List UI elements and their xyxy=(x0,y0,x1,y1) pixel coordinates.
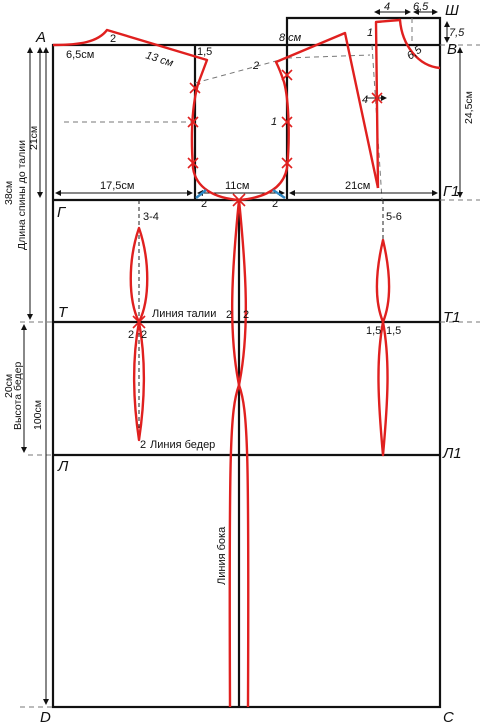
front-neck-4: 4 xyxy=(384,1,390,13)
point-g1: Г1 xyxy=(443,183,460,200)
point-t: Т xyxy=(58,304,69,321)
front-height: 24,5см xyxy=(463,91,475,124)
mark-shoulder-2: 2 xyxy=(252,60,259,72)
base-frame xyxy=(51,16,442,709)
back-width: 17,5см xyxy=(100,180,134,192)
shoulder-8cm: 8 см xyxy=(279,32,302,44)
side-line-label: Линия бока xyxy=(216,526,228,585)
hip-height-label: Высота бедер xyxy=(12,362,24,430)
x-markers xyxy=(132,69,383,329)
back-neck-width: 6,5см xyxy=(66,49,94,61)
mark-hip-2: 2 xyxy=(140,439,146,451)
mark-5-6: 5-6 xyxy=(386,211,402,223)
point-t1: Т1 xyxy=(443,309,461,326)
front-neck-65: 6,5 xyxy=(413,1,429,13)
point-g: Г xyxy=(57,204,67,221)
mark-waist-2-left: 2 xyxy=(128,329,134,341)
armhole-width: 11см xyxy=(225,180,249,192)
point-a: А xyxy=(35,29,46,46)
full-length: 100см xyxy=(32,400,44,430)
point-c: С xyxy=(443,709,454,724)
point-l: Л xyxy=(57,458,69,475)
mark-side-2-left: 2 xyxy=(226,309,232,321)
back-length-label: Длина спины до талии xyxy=(16,140,28,250)
construction-lines xyxy=(20,18,480,708)
shoulder-back-length: 13 см xyxy=(144,49,175,69)
back-length-value: 38см xyxy=(3,181,15,205)
mark-arm-2-right: 2 xyxy=(272,198,278,210)
mark-neck-2: 2 xyxy=(110,33,116,45)
point-d: D xyxy=(40,709,51,724)
mark-15-left: 1,5 xyxy=(197,46,212,58)
mark-1: 1 xyxy=(271,116,277,128)
point-v: В xyxy=(447,41,457,58)
mark-front-4: 4 xyxy=(362,94,368,106)
mark-waist-2-right: 2 xyxy=(141,329,147,341)
front-width: 21см xyxy=(345,180,370,192)
mark-side-2-right: 2 xyxy=(243,309,249,321)
line-names: Линия талии Линия бедер Линия бока xyxy=(150,308,228,585)
pattern-outline xyxy=(52,18,441,708)
point-sh: Ш xyxy=(445,2,459,19)
mark-arm-2-left: 2 xyxy=(201,198,207,210)
hip-height-value: 20см xyxy=(3,374,15,398)
front-neck-75: 7,5 xyxy=(449,27,465,39)
waist-line-label: Линия талии xyxy=(152,308,216,320)
mark-front-15-right: 1,5 xyxy=(386,325,401,337)
hip-line-label: Линия бедер xyxy=(150,439,215,451)
mark-3-4: 3-4 xyxy=(143,211,159,223)
mark-front-15-left: 1,5 xyxy=(366,325,381,337)
dimension-labels: 6,5см 13 см 17,5см 11см 21см 4 6,5 7,5 6… xyxy=(3,1,475,430)
back-armhole-height: 21см xyxy=(28,126,40,150)
armpit-markers xyxy=(195,188,286,200)
point-labels: А Ш В Г Г1 Т Т1 Л Л1 D С xyxy=(35,2,462,724)
point-l1: Л1 xyxy=(442,445,462,462)
construction-marks: 2 1,5 2 1 1 4 2 2 3-4 5-6 2 2 2 2 1,5 1,… xyxy=(110,27,402,451)
mark-front-1: 1 xyxy=(367,27,373,39)
